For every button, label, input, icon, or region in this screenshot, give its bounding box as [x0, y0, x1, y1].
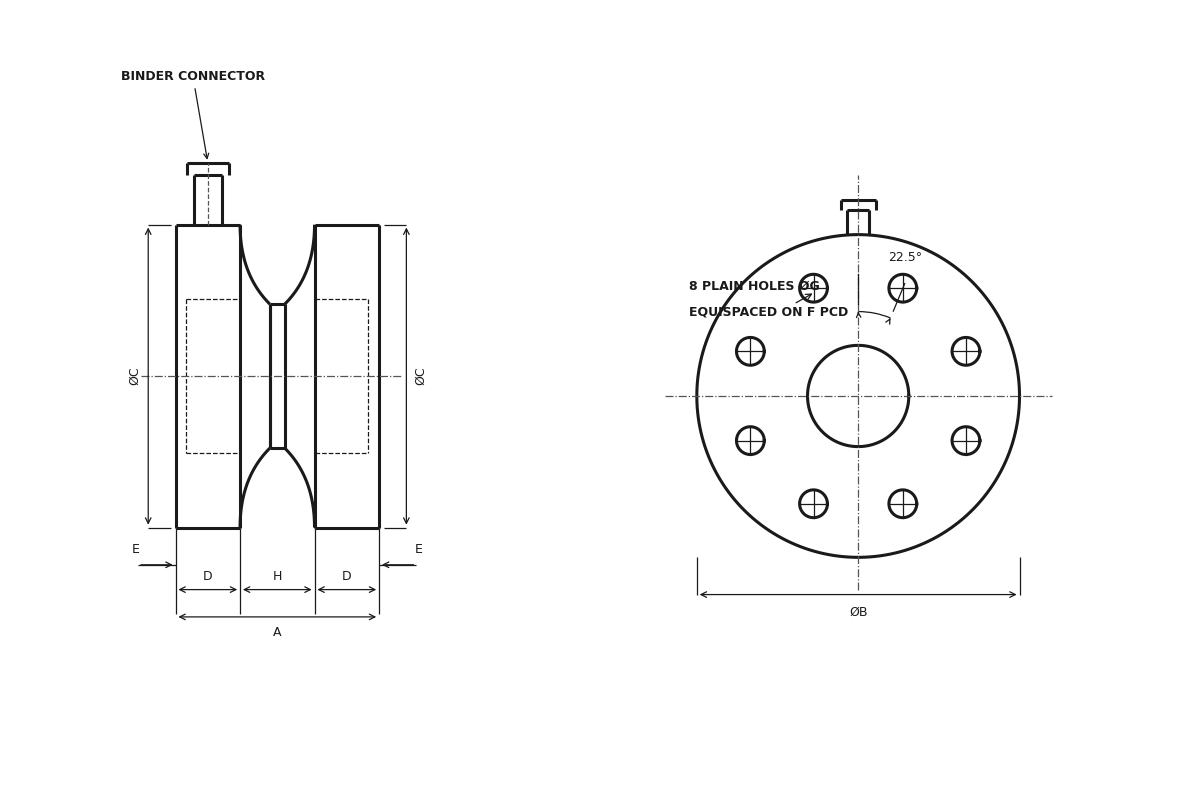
Text: E: E: [415, 543, 422, 556]
Text: EQUISPACED ON F PCD: EQUISPACED ON F PCD: [689, 306, 848, 318]
Text: D: D: [203, 570, 212, 582]
Text: E: E: [132, 543, 139, 556]
Text: H: H: [272, 570, 282, 582]
Text: 8 PLAIN HOLES ØG: 8 PLAIN HOLES ØG: [689, 280, 820, 292]
Text: D: D: [342, 570, 352, 582]
Text: ØC: ØC: [128, 367, 140, 385]
Text: 22.5°: 22.5°: [888, 252, 923, 264]
Text: BINDER CONNECTOR: BINDER CONNECTOR: [121, 70, 265, 159]
Text: ØB: ØB: [848, 605, 868, 619]
Text: ØC: ØC: [414, 367, 427, 385]
Text: A: A: [274, 626, 282, 639]
